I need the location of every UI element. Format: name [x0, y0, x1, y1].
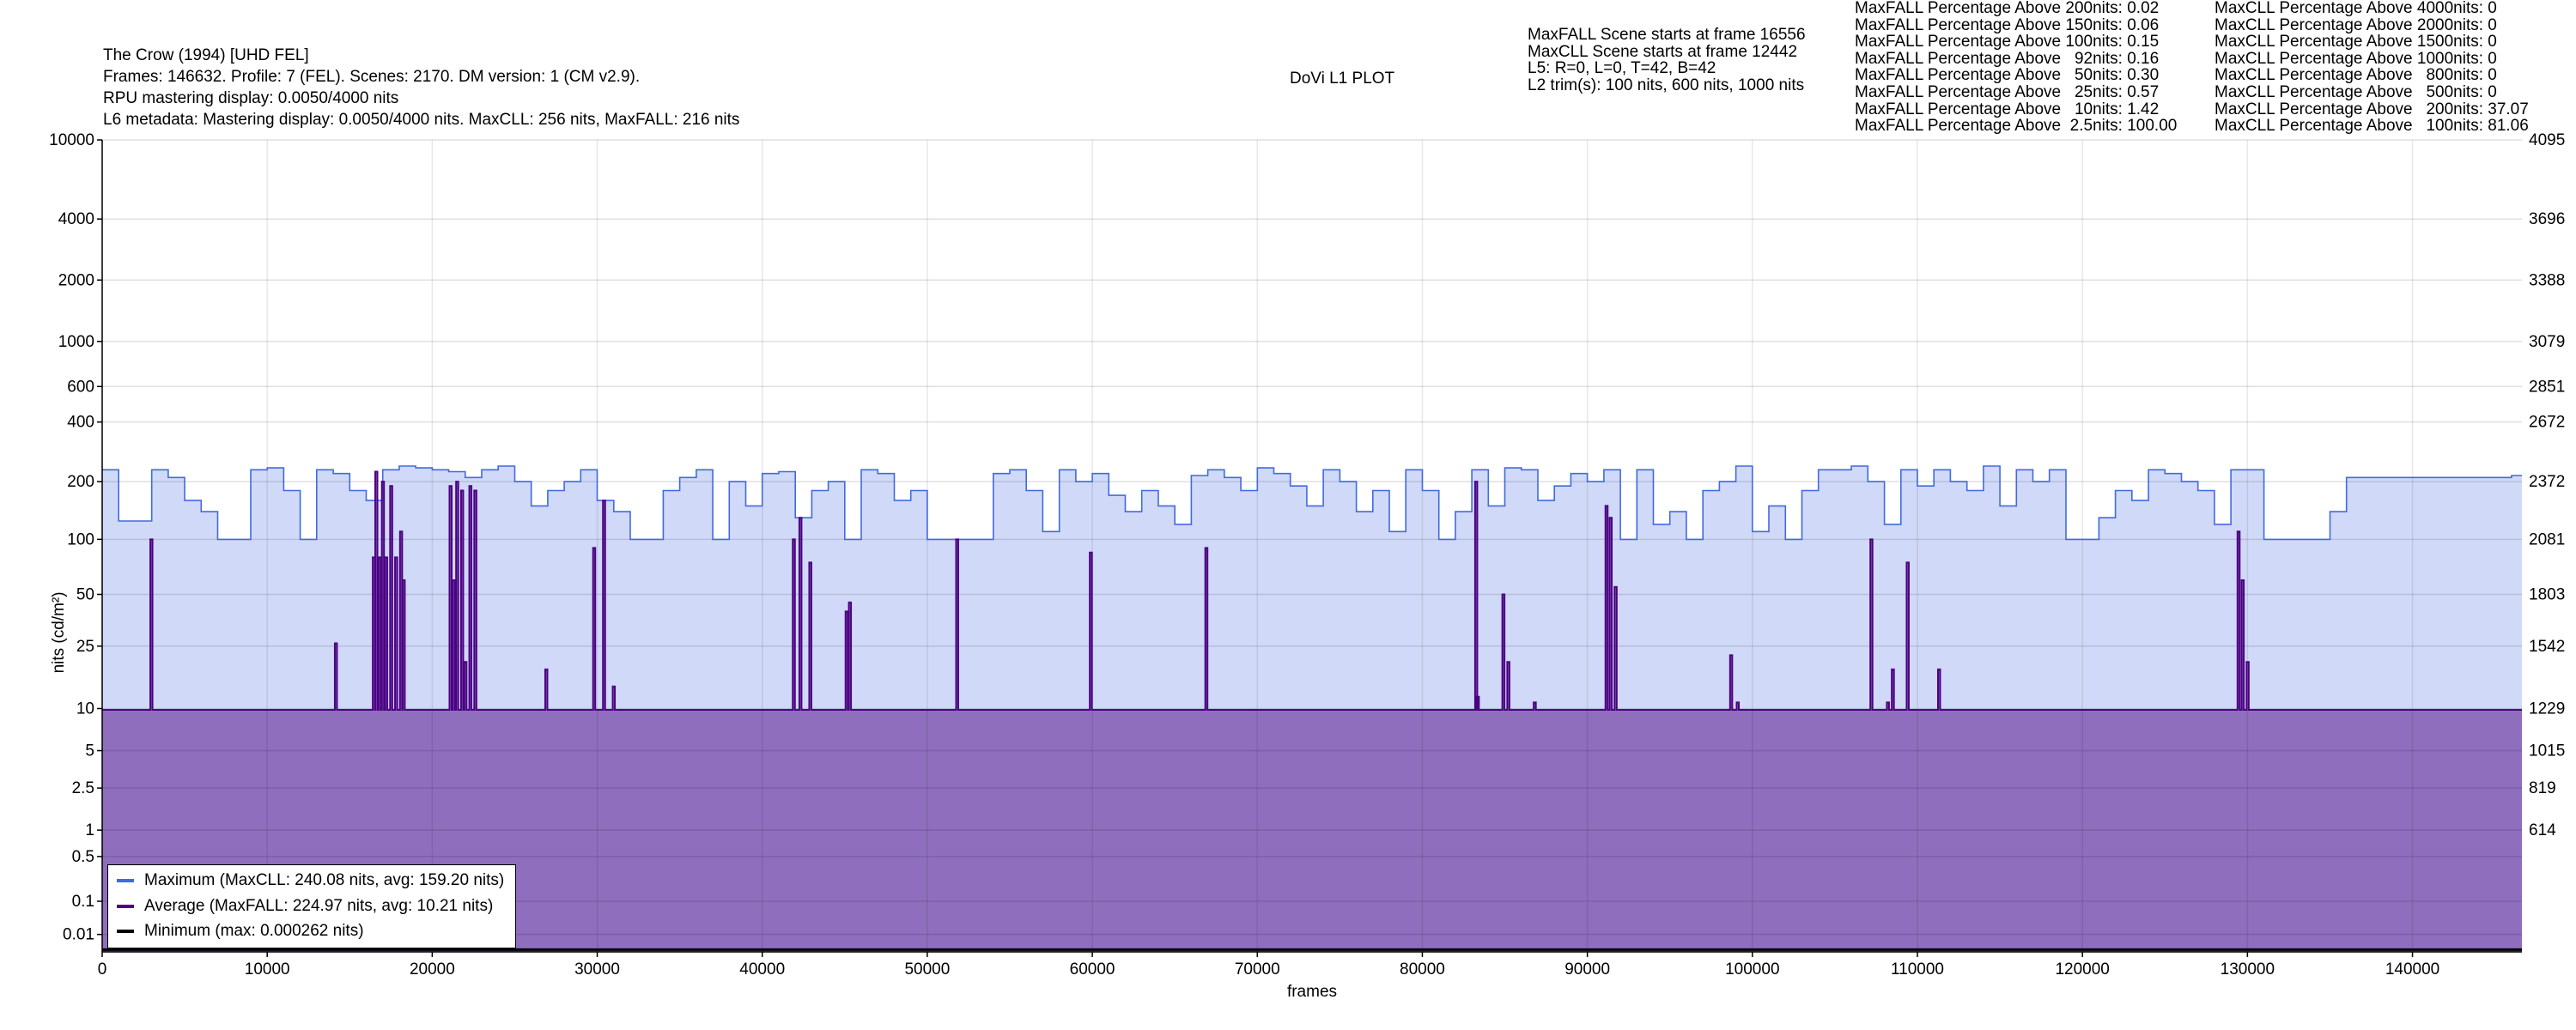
y-tick-label: 0.01: [63, 926, 94, 944]
maxfall-stat-line: MaxFALL Percentage Above 10nits: 1.42: [1855, 100, 2160, 118]
y-tick-label: 2.5: [72, 779, 94, 797]
scene-info-line: L2 trim(s): 100 nits, 600 nits, 1000 nit…: [1528, 76, 1805, 94]
y-right-tick-label: 2372: [2529, 473, 2565, 491]
maxfall-stat-line: MaxFALL Percentage Above 100nits: 0.15: [1855, 33, 2160, 52]
y-right-tick-label: 614: [2529, 821, 2556, 839]
x-tick-label: 140000: [2385, 960, 2439, 978]
x-tick-label: 110000: [1891, 960, 1944, 978]
legend-label-minimum: Minimum (max: 0.000262 nits): [144, 922, 364, 940]
y-tick-label: 200: [67, 473, 94, 491]
maxfall-stat-line: MaxFALL Percentage Above 200nits: 0.02: [1855, 0, 2160, 17]
y-axis-label: nits (cd/m²): [50, 591, 68, 673]
y-tick-label: 10000: [49, 131, 94, 149]
maxcll-stat-line: MaxCLL Percentage Above 2000nits: 0: [2215, 15, 2497, 34]
maxfall-stat-line: MaxFALL Percentage Above 92nits: 0.16: [1855, 49, 2160, 68]
x-tick-label: 40000: [739, 960, 785, 978]
y-tick-label: 4000: [58, 210, 94, 228]
legend: Maximum (MaxCLL: 240.08 nits, avg: 159.2…: [107, 864, 516, 948]
y-tick-label: 1: [85, 821, 94, 839]
average-line: [102, 470, 2522, 711]
maxfall-stat-line: MaxFALL Percentage Above 25nits: 0.57: [1855, 83, 2160, 101]
maxfall-stat-line: MaxFALL Percentage Above 150nits: 0.06: [1855, 15, 2160, 34]
y-right-tick-label: 2851: [2529, 378, 2565, 396]
y-right-tick-label: 3079: [2529, 333, 2565, 351]
y-tick-label: 0.1: [72, 893, 94, 911]
legend-label-average: Average (MaxFALL: 224.97 nits, avg: 10.2…: [144, 897, 494, 915]
legend-swatch-maximum: [117, 879, 134, 882]
maxcll-stat-line: MaxCLL Percentage Above 1500nits: 0: [2215, 33, 2497, 52]
x-tick-label: 130000: [2221, 960, 2275, 978]
y-tick-label: 600: [67, 378, 94, 396]
y-tick-label: 5: [85, 742, 94, 760]
maxcll-stat-line: MaxCLL Percentage Above 500nits: 0: [2215, 83, 2497, 101]
y-right-tick-label: 1542: [2529, 638, 2565, 656]
maxfall-stat-line: MaxFALL Percentage Above 2.5nits: 100.00: [1855, 117, 2178, 136]
average-area: [102, 471, 2522, 952]
legend-item-maximum: Maximum (MaxCLL: 240.08 nits, avg: 159.2…: [117, 870, 504, 891]
y-right-tick-label: 819: [2529, 779, 2556, 797]
info-line: Frames: 146632. Profile: 7 (FEL). Scenes…: [103, 68, 641, 86]
x-tick-label: 10000: [245, 960, 290, 978]
maxcll-stat-line: MaxCLL Percentage Above 100nits: 81.06: [2215, 117, 2529, 136]
y-tick-label: 50: [76, 585, 94, 603]
y-right-tick-label: 1015: [2529, 742, 2565, 760]
scene-info-line: MaxCLL Scene starts at frame 12442: [1528, 42, 1798, 61]
y-right-tick-label: 2081: [2529, 530, 2565, 548]
maximum-line: [102, 465, 2522, 541]
y-tick-label: 100: [67, 530, 94, 548]
y-right-tick-label: 4095: [2529, 131, 2565, 149]
rpu-line: RPU mastering display: 0.0050/4000 nits: [103, 89, 399, 107]
maxcll-stat-line: MaxCLL Percentage Above 4000nits: 0: [2215, 0, 2497, 17]
x-tick-label: 80000: [1400, 960, 1445, 978]
legend-label-maximum: Maximum (MaxCLL: 240.08 nits, avg: 159.2…: [144, 871, 505, 889]
y-right-tick-label: 3388: [2529, 271, 2565, 289]
x-tick-label: 50000: [904, 960, 950, 978]
y-right-tick-label: 1803: [2529, 585, 2565, 603]
legend-swatch-average: [117, 905, 134, 908]
x-axis-label: frames: [1287, 983, 1337, 1001]
y-right-tick-label: 2672: [2529, 414, 2565, 432]
maxcll-stat-line: MaxCLL Percentage Above 200nits: 37.07: [2215, 100, 2529, 118]
x-tick-label: 20000: [410, 960, 455, 978]
x-tick-label: 90000: [1564, 960, 1610, 978]
legend-item-average: Average (MaxFALL: 224.97 nits, avg: 10.2…: [117, 896, 493, 917]
maxcll-stat-line: MaxCLL Percentage Above 800nits: 0: [2215, 66, 2497, 85]
y-tick-label: 10: [76, 700, 94, 718]
scene-info-line: L5: R=0, L=0, T=42, B=42: [1528, 59, 1716, 77]
y-right-tick-label: 3696: [2529, 210, 2565, 228]
x-tick-label: 70000: [1235, 960, 1280, 978]
y-right-tick-label: 1229: [2529, 700, 2565, 718]
scene-info-line: MaxFALL Scene starts at frame 16556: [1528, 26, 1806, 44]
plot-title: DoVi L1 PLOT: [1290, 70, 1395, 88]
x-tick-label: 100000: [1725, 960, 1779, 978]
x-tick-label: 120000: [2055, 960, 2109, 978]
y-tick-label: 25: [76, 638, 94, 656]
l6-line: L6 metadata: Mastering display: 0.0050/4…: [103, 111, 740, 129]
y-tick-label: 1000: [58, 333, 94, 351]
x-tick-label: 0: [98, 960, 107, 978]
legend-swatch-minimum: [117, 930, 134, 933]
maxfall-stat-line: MaxFALL Percentage Above 50nits: 0.30: [1855, 66, 2160, 85]
legend-item-minimum: Minimum (max: 0.000262 nits): [117, 921, 364, 942]
x-tick-label: 30000: [574, 960, 620, 978]
x-tick-label: 60000: [1070, 960, 1115, 978]
maxcll-stat-line: MaxCLL Percentage Above 1000nits: 0: [2215, 49, 2497, 68]
y-tick-label: 2000: [58, 271, 94, 289]
y-tick-label: 0.5: [72, 848, 94, 866]
chart-title-line: The Crow (1994) [UHD FEL]: [103, 46, 309, 64]
y-tick-label: 400: [67, 414, 94, 432]
